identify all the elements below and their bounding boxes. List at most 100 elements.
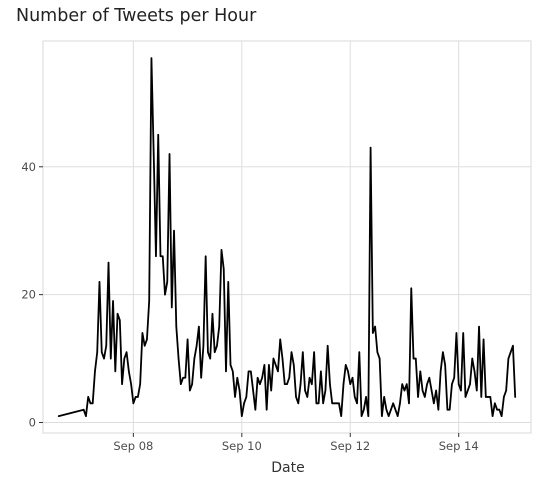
data-point (502, 396, 505, 398)
data-point (139, 383, 142, 386)
data-point (432, 402, 435, 405)
data-point (186, 338, 189, 341)
data-point (91, 402, 94, 405)
data-point (367, 415, 370, 418)
data-point (460, 389, 462, 392)
data-point (493, 402, 496, 405)
data-point (340, 415, 343, 418)
data-point (473, 370, 476, 373)
data-point (283, 383, 286, 386)
data-point (272, 357, 275, 360)
data-point (213, 351, 216, 354)
data-point (118, 319, 121, 322)
data-point (489, 396, 492, 398)
data-point (306, 396, 309, 398)
data-point (170, 306, 173, 309)
data-point (297, 402, 300, 405)
data-point (331, 402, 334, 405)
data-point (193, 357, 196, 360)
data-point (220, 248, 223, 251)
data-point (121, 383, 123, 386)
data-point (462, 332, 465, 334)
data-point (155, 255, 157, 258)
data-point (107, 261, 110, 264)
data-point (498, 408, 501, 411)
data-point (512, 344, 514, 347)
data-point (245, 396, 248, 398)
data-point (480, 396, 483, 398)
data-point (290, 351, 293, 354)
data-point (94, 370, 96, 373)
data-point (222, 268, 225, 270)
data-point (152, 153, 155, 155)
data-point (455, 332, 458, 334)
data-point (218, 325, 221, 328)
data-point (457, 383, 460, 386)
data-point (403, 389, 406, 392)
data-point (421, 389, 424, 392)
data-point (141, 332, 144, 334)
data-point (385, 408, 388, 411)
data-point (301, 351, 304, 354)
data-point (344, 364, 347, 366)
data-point (446, 408, 449, 411)
series-layer (57, 57, 517, 418)
data-point (292, 364, 295, 366)
data-point (123, 357, 126, 360)
data-point (109, 357, 112, 360)
data-point (335, 402, 338, 405)
x-tick-label: Sep 14 (439, 439, 479, 453)
data-point (191, 383, 194, 386)
data-point (249, 370, 252, 373)
data-point (211, 312, 214, 315)
data-point (132, 402, 135, 405)
data-point (286, 383, 288, 386)
data-point (374, 325, 377, 328)
data-point (333, 402, 336, 405)
data-point (414, 357, 417, 360)
data-point (417, 396, 419, 398)
data-point (227, 280, 230, 283)
data-point (265, 408, 268, 411)
data-point (478, 325, 480, 328)
data-point (405, 383, 408, 386)
data-point (426, 383, 428, 386)
y-tick-label: 40 (21, 160, 36, 174)
data-point (394, 408, 397, 411)
data-point (134, 396, 137, 398)
x-tick-label: Sep 12 (330, 439, 370, 453)
data-point (514, 396, 517, 398)
data-point (85, 415, 87, 418)
data-point (487, 396, 489, 398)
y-tick-label: 20 (21, 288, 36, 302)
data-point (268, 364, 270, 366)
data-point (383, 396, 386, 398)
data-point (505, 389, 508, 392)
data-point (82, 408, 85, 411)
data-point (274, 364, 277, 366)
data-point (159, 255, 162, 258)
data-point (258, 383, 261, 386)
data-point (87, 396, 90, 398)
data-point (310, 383, 313, 386)
data-point (304, 389, 306, 392)
data-point (96, 351, 99, 354)
data-point (313, 351, 316, 354)
data-point (466, 389, 469, 392)
data-point (207, 351, 209, 354)
data-point (261, 376, 264, 379)
data-point (238, 389, 241, 392)
data-point (254, 408, 257, 411)
data-point (161, 255, 164, 258)
data-point (166, 280, 169, 283)
data-point (127, 370, 130, 373)
data-point (157, 133, 160, 136)
data-point (369, 146, 372, 149)
data-point (378, 357, 381, 360)
data-point (299, 383, 302, 386)
data-point (270, 389, 273, 392)
data-point (315, 402, 318, 405)
data-point (475, 389, 478, 392)
